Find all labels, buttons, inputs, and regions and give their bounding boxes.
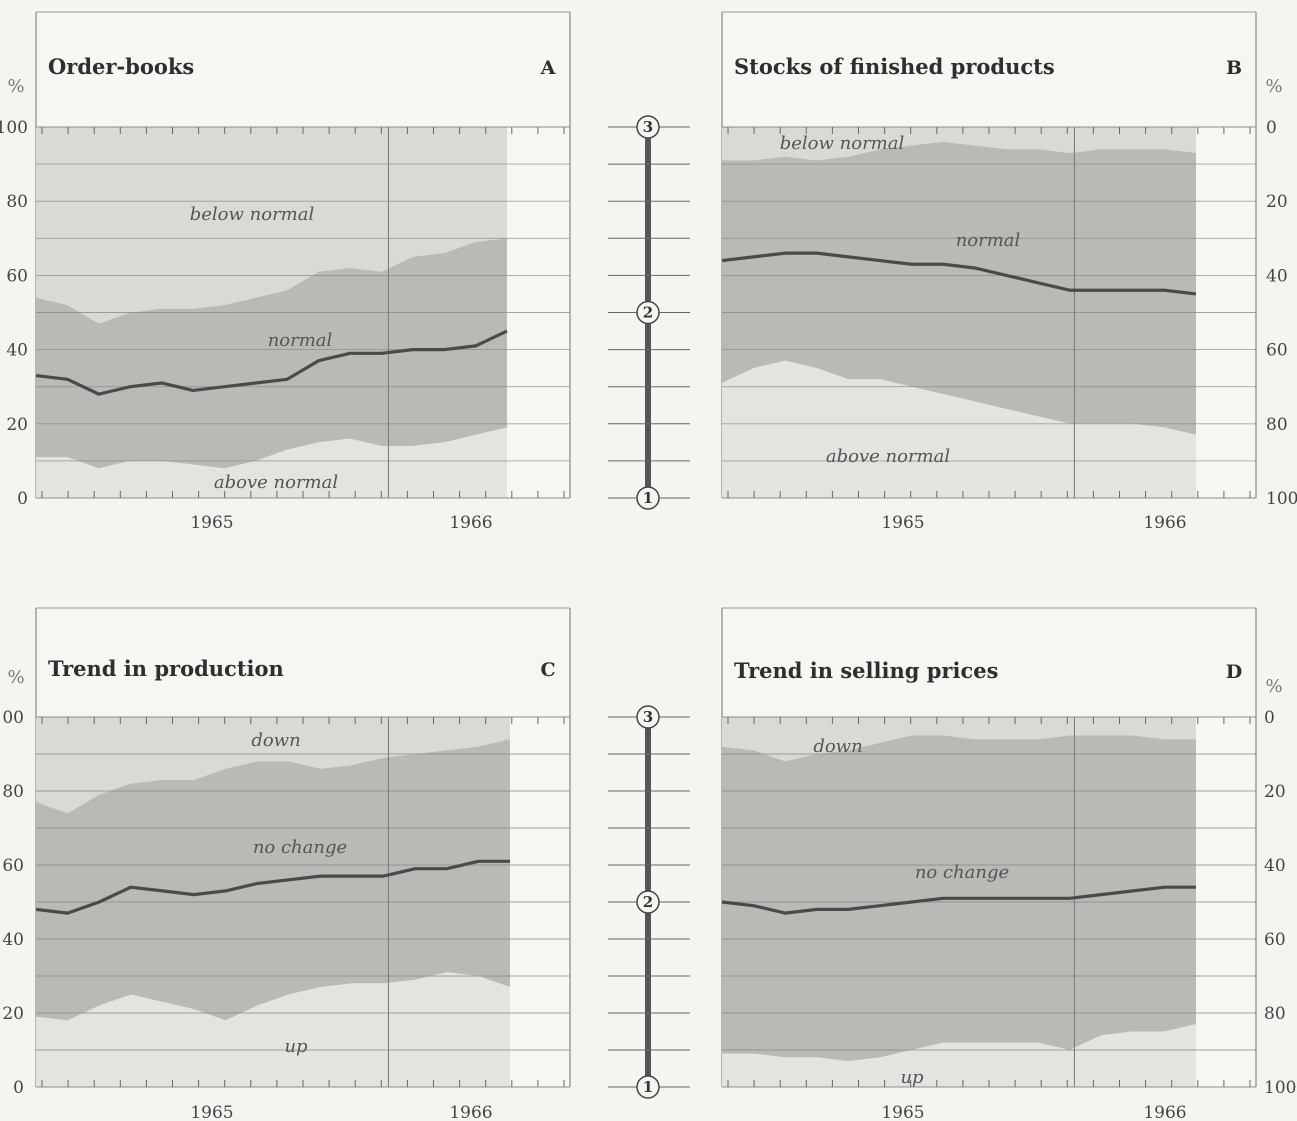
area-bottom-region xyxy=(722,360,1196,498)
region-label: no change xyxy=(253,837,347,858)
y-tick-label: 60 xyxy=(6,266,28,286)
region-label: above normal xyxy=(826,446,950,467)
chart-title: Order-books xyxy=(48,54,194,79)
y-tick-label: 60 xyxy=(2,856,24,876)
chart-title: Trend in production xyxy=(48,656,284,681)
area-middle-region xyxy=(36,238,507,469)
chart-panel-c: Trend in production C% 0 20 40 60 80 100 1965 196… xyxy=(0,607,571,1121)
y-axis-unit: % xyxy=(1265,676,1282,697)
area-bottom-region xyxy=(722,1024,1196,1087)
y-tick-label: 80 xyxy=(2,782,24,802)
panel-letter: C xyxy=(540,659,555,681)
scale-number: 3 xyxy=(643,708,653,726)
scale-circle xyxy=(636,890,660,914)
region-label: up xyxy=(284,1036,308,1057)
region-label: normal xyxy=(956,230,1021,251)
year-label: 1965 xyxy=(190,513,233,533)
scale-top: 3 2 1 xyxy=(608,115,690,510)
balance-line xyxy=(721,251,1197,296)
y-tick-label: 60 xyxy=(1266,341,1288,361)
y-tick-label: 40 xyxy=(1266,266,1288,286)
y-tick-label: 0 xyxy=(1264,708,1275,728)
y-tick-label: 20 xyxy=(1266,192,1288,212)
area-top-region xyxy=(722,127,1196,161)
y-tick-label: 20 xyxy=(2,1004,24,1024)
area-bottom-region xyxy=(36,427,507,498)
scale-circle xyxy=(636,300,660,325)
y-tick-label: 80 xyxy=(6,192,28,212)
balance-line xyxy=(35,859,510,915)
chart-title: Trend in selling prices xyxy=(734,658,998,683)
region-label: down xyxy=(813,736,862,757)
scale-circle xyxy=(636,705,660,729)
year-label: 1965 xyxy=(881,513,924,533)
chart-panel-b: Stocks of finished products B% 0 20 40 60 80 10… xyxy=(721,11,1297,533)
area-top-region xyxy=(36,127,507,324)
y-tick-label: 100 xyxy=(0,708,24,728)
chart-title: Stocks of finished products xyxy=(734,54,1055,79)
scale-number: 1 xyxy=(643,1078,653,1096)
region-label: above normal xyxy=(214,472,338,493)
panel-letter: A xyxy=(540,57,556,79)
y-axis-unit: % xyxy=(1265,76,1282,97)
y-tick-label: 100 xyxy=(1264,1078,1296,1098)
region-label: below normal xyxy=(780,133,905,154)
year-label: 1965 xyxy=(190,1103,233,1121)
balance-line xyxy=(35,329,508,396)
y-tick-label: 80 xyxy=(1266,415,1288,435)
scale-bottom: 3 2 1 xyxy=(608,705,690,1099)
y-tick-label: 0 xyxy=(1266,118,1277,138)
area-top-region xyxy=(36,717,510,814)
y-tick-label: 80 xyxy=(1264,1004,1286,1024)
y-axis-unit: % xyxy=(7,667,24,688)
panel-letter: B xyxy=(1226,57,1242,79)
y-tick-label: 0 xyxy=(17,489,28,509)
y-tick-label: 60 xyxy=(1264,930,1286,950)
scale-number: 3 xyxy=(643,118,653,136)
y-tick-label: 100 xyxy=(1266,489,1297,509)
chart-panel-a: Order-books A% 0 20 40 60 80 100 1965 1966 below n… xyxy=(0,11,571,533)
area-middle-region xyxy=(722,141,1196,435)
y-tick-label: 20 xyxy=(1264,782,1286,802)
year-label: 1966 xyxy=(449,1103,492,1121)
y-tick-label: 20 xyxy=(6,415,28,435)
scale-circle xyxy=(636,1075,660,1099)
year-label: 1966 xyxy=(1143,1103,1186,1121)
scale-circle xyxy=(636,115,660,139)
year-label: 1966 xyxy=(449,513,492,533)
panel-letter: D xyxy=(1226,661,1242,683)
region-label: below normal xyxy=(190,204,315,225)
region-label: down xyxy=(251,730,300,751)
region-label: no change xyxy=(915,862,1009,883)
y-axis-unit: % xyxy=(7,76,24,97)
chart-panel-d: Trend in selling prices D% 0 20 40 60 80 100 196… xyxy=(721,607,1296,1121)
region-label: up xyxy=(900,1067,924,1088)
y-tick-label: 40 xyxy=(6,341,28,361)
scale-circle xyxy=(636,486,660,510)
year-label: 1966 xyxy=(1143,513,1186,533)
region-label: normal xyxy=(268,330,333,351)
scale-number: 1 xyxy=(643,489,653,507)
y-tick-label: 100 xyxy=(0,118,28,138)
year-label: 1965 xyxy=(881,1103,924,1121)
y-tick-label: 0 xyxy=(13,1078,24,1098)
scale-number: 2 xyxy=(643,304,653,322)
scale-number: 2 xyxy=(643,893,653,911)
y-tick-label: 40 xyxy=(1264,856,1286,876)
area-middle-region xyxy=(36,739,510,1021)
area-top-region xyxy=(722,717,1196,762)
area-bottom-region xyxy=(36,972,510,1087)
y-tick-label: 40 xyxy=(2,930,24,950)
balance-line xyxy=(721,885,1196,915)
